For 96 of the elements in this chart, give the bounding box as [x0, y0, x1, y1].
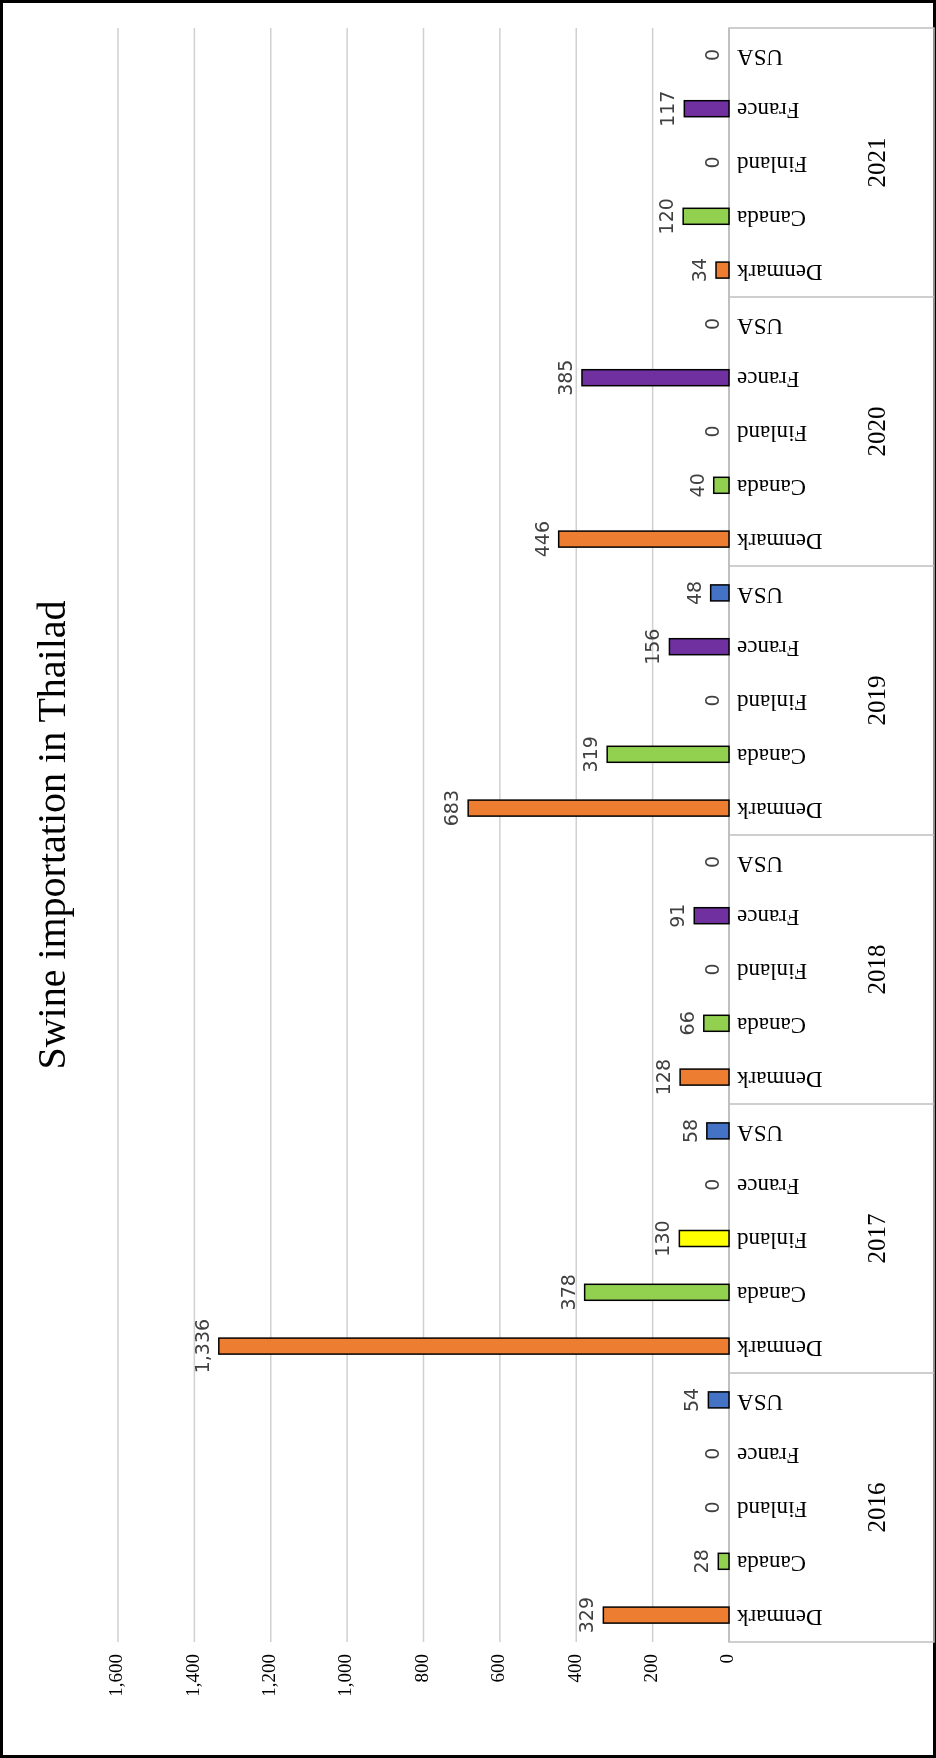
y-tick-label: France [737, 1174, 800, 1200]
data-label: 117 [656, 90, 679, 127]
data-label: 0 [701, 48, 723, 61]
y-tick-label: USA [736, 582, 784, 608]
y-tick-label: Finland [736, 1228, 808, 1254]
bar [717, 1552, 730, 1571]
y-tick-label: Finland [736, 1497, 808, 1523]
y-tick-label: Denmark [736, 797, 823, 823]
y-tick-label: Canada [737, 475, 806, 501]
data-label: 48 [682, 580, 705, 605]
bar [606, 745, 730, 764]
data-label: 0 [701, 694, 723, 707]
data-label: 54 [680, 1387, 703, 1412]
data-label: 378 [556, 1274, 579, 1311]
bar [218, 1337, 730, 1355]
text: 2021 [862, 137, 890, 188]
bar [683, 99, 730, 118]
data-label: 91 [666, 903, 689, 928]
data-label: 0 [701, 156, 723, 169]
text: 2016 [862, 1482, 890, 1533]
data-label: 0 [701, 963, 723, 976]
data-label: 329 [575, 1596, 598, 1634]
text: 2017 [862, 1213, 890, 1264]
x-tick-label: 400 [563, 1654, 585, 1683]
y-tick-label: France [737, 905, 800, 931]
bar [712, 476, 730, 495]
x-tick-label: 1,000 [334, 1654, 356, 1697]
y-tick-label: Canada [737, 1282, 806, 1308]
y-tick-label: USA [736, 313, 784, 339]
data-label: 120 [655, 198, 678, 235]
bar [583, 1283, 730, 1302]
data-label: 156 [641, 628, 664, 665]
y-tick-label: France [737, 636, 800, 662]
bar [467, 799, 730, 817]
y-tick-label: Canada [737, 744, 806, 770]
x-tick-label: 0 [716, 1654, 738, 1664]
y-tick-label: Denmark [736, 528, 823, 554]
text: 2018 [862, 944, 890, 995]
x-tick-label: 200 [639, 1654, 661, 1683]
data-label: 0 [701, 855, 723, 868]
bar [693, 906, 730, 925]
data-label: 66 [675, 1011, 698, 1036]
x-tick-label: 1,200 [258, 1654, 280, 1697]
bar [581, 368, 730, 387]
bar [557, 530, 730, 548]
data-label: 0 [701, 425, 723, 438]
data-label: 34 [688, 258, 711, 283]
data-label: 319 [579, 736, 602, 773]
y-tick-label: Finland [736, 152, 808, 178]
y-tick-label: Canada [737, 206, 806, 232]
y-tick-label: USA [736, 1120, 784, 1146]
y-tick-label: France [737, 1443, 800, 1469]
y-tick-label: USA [736, 1389, 784, 1415]
y-tick-label: France [737, 367, 800, 393]
y-tick-label: Finland [736, 959, 808, 985]
text: Swine importation in Thailad [29, 600, 75, 1070]
data-label: 130 [651, 1220, 674, 1257]
y-tick-label: France [737, 98, 800, 124]
x-tick-label: 600 [487, 1654, 509, 1683]
data-label: 1,336 [190, 1318, 213, 1374]
y-tick-label: Finland [736, 421, 808, 447]
y-tick-label: USA [736, 44, 784, 70]
y-tick-label: Denmark [736, 1604, 823, 1630]
x-tick-label: 1,400 [181, 1654, 203, 1697]
bar [707, 1391, 730, 1409]
bar [682, 207, 730, 226]
bar [679, 1068, 730, 1086]
text: 2020 [862, 406, 890, 457]
bar [703, 1014, 730, 1033]
data-label: 385 [553, 359, 576, 396]
data-label: 58 [678, 1118, 701, 1143]
bar [602, 1606, 730, 1624]
y-tick-label: USA [736, 851, 784, 877]
y-tick-label: Canada [737, 1551, 806, 1577]
y-tick-label: Denmark [736, 259, 823, 285]
data-label: 0 [701, 317, 723, 330]
data-label: 28 [690, 1549, 713, 1574]
y-tick-label: Canada [737, 1013, 806, 1039]
x-tick-label: 1,600 [105, 1654, 127, 1697]
y-tick-label: Denmark [736, 1335, 823, 1361]
data-label: 0 [701, 1178, 723, 1191]
data-label: 0 [701, 1501, 723, 1514]
data-label: 40 [685, 473, 708, 498]
data-label: 0 [701, 1447, 723, 1460]
bar [678, 1229, 730, 1248]
data-label: 128 [652, 1058, 675, 1096]
bar [709, 584, 730, 602]
data-label: 446 [530, 520, 553, 558]
y-tick-label: Finland [736, 690, 808, 716]
bar [668, 637, 730, 656]
x-tick-label: 800 [410, 1654, 432, 1683]
y-tick-label: Denmark [736, 1066, 823, 1092]
data-label: 683 [440, 789, 463, 827]
text: 2019 [862, 675, 890, 726]
bar [706, 1122, 730, 1140]
bar [715, 261, 730, 279]
